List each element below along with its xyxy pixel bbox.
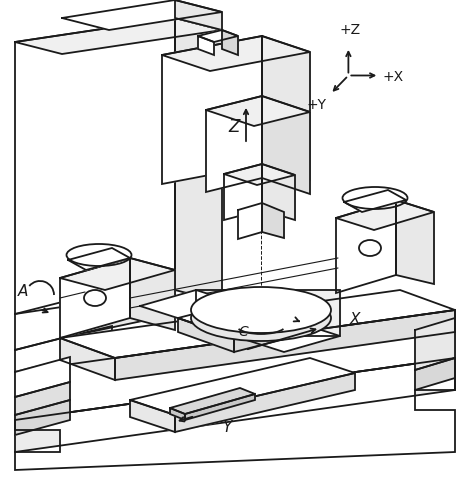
Polygon shape bbox=[62, 326, 112, 360]
Ellipse shape bbox=[359, 240, 381, 256]
Polygon shape bbox=[344, 190, 406, 212]
Polygon shape bbox=[60, 258, 130, 338]
Polygon shape bbox=[178, 318, 234, 352]
Polygon shape bbox=[336, 200, 396, 293]
Polygon shape bbox=[15, 382, 70, 415]
Polygon shape bbox=[62, 278, 175, 338]
Polygon shape bbox=[15, 400, 70, 435]
Polygon shape bbox=[115, 310, 455, 380]
Polygon shape bbox=[60, 258, 175, 290]
Polygon shape bbox=[234, 316, 320, 352]
Polygon shape bbox=[198, 30, 238, 42]
Polygon shape bbox=[62, 0, 222, 30]
Polygon shape bbox=[15, 358, 455, 452]
Polygon shape bbox=[206, 96, 310, 126]
Polygon shape bbox=[140, 290, 340, 352]
Polygon shape bbox=[60, 290, 455, 358]
Polygon shape bbox=[68, 248, 130, 270]
Polygon shape bbox=[15, 358, 455, 470]
Polygon shape bbox=[185, 394, 255, 420]
Polygon shape bbox=[206, 96, 262, 192]
Polygon shape bbox=[15, 338, 62, 372]
Polygon shape bbox=[224, 164, 295, 185]
Polygon shape bbox=[15, 302, 62, 350]
Ellipse shape bbox=[191, 287, 331, 333]
Text: Z: Z bbox=[228, 118, 239, 136]
Polygon shape bbox=[130, 400, 175, 432]
Polygon shape bbox=[238, 203, 262, 239]
Polygon shape bbox=[162, 36, 262, 184]
Polygon shape bbox=[262, 203, 284, 238]
Text: +X: +X bbox=[383, 71, 404, 84]
Polygon shape bbox=[196, 290, 340, 336]
Polygon shape bbox=[262, 96, 310, 194]
Polygon shape bbox=[224, 164, 262, 220]
Polygon shape bbox=[336, 200, 434, 230]
Text: C: C bbox=[238, 325, 248, 339]
Polygon shape bbox=[175, 373, 355, 432]
Polygon shape bbox=[130, 258, 175, 330]
Polygon shape bbox=[130, 358, 355, 415]
Polygon shape bbox=[175, 0, 222, 30]
Polygon shape bbox=[15, 18, 222, 54]
Polygon shape bbox=[162, 36, 310, 71]
Polygon shape bbox=[60, 338, 115, 380]
Polygon shape bbox=[262, 36, 310, 180]
Polygon shape bbox=[175, 18, 222, 302]
Polygon shape bbox=[170, 408, 185, 420]
Text: +Z: +Z bbox=[340, 23, 361, 37]
Polygon shape bbox=[222, 30, 238, 55]
Ellipse shape bbox=[191, 295, 331, 341]
Text: A: A bbox=[18, 284, 28, 299]
Polygon shape bbox=[15, 357, 70, 397]
Polygon shape bbox=[178, 296, 320, 338]
Polygon shape bbox=[396, 200, 434, 284]
Ellipse shape bbox=[84, 290, 106, 306]
Text: Y: Y bbox=[222, 420, 231, 435]
Polygon shape bbox=[170, 388, 255, 414]
Polygon shape bbox=[415, 318, 455, 370]
Text: X: X bbox=[350, 312, 361, 327]
Polygon shape bbox=[15, 18, 175, 314]
Text: +Y: +Y bbox=[306, 98, 327, 112]
Polygon shape bbox=[415, 358, 455, 390]
Polygon shape bbox=[15, 310, 455, 420]
Polygon shape bbox=[262, 164, 295, 220]
Polygon shape bbox=[198, 36, 214, 55]
